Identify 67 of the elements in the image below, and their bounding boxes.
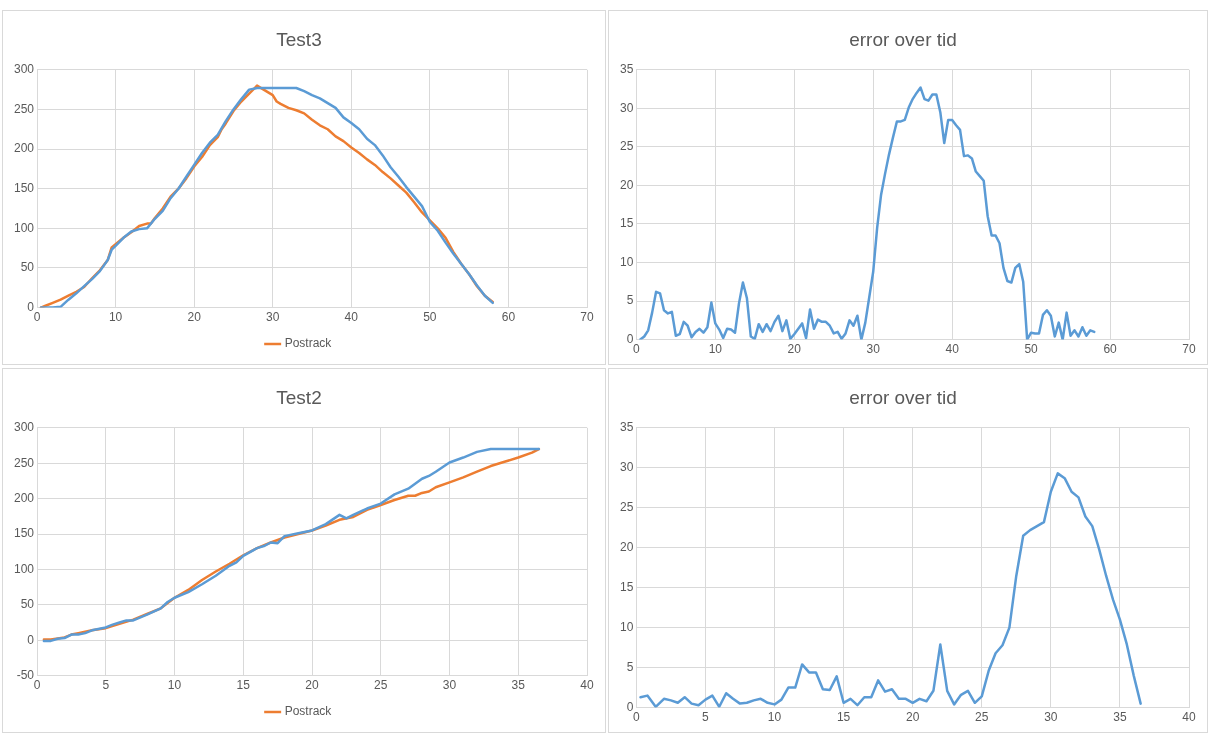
y-tick-label: 150 — [13, 181, 35, 196]
y-tick-label: 20 — [619, 177, 634, 192]
x-tick-label: 30 — [866, 342, 881, 357]
y-tick-label: 200 — [13, 141, 35, 156]
y-tick-label: 200 — [13, 490, 35, 505]
y-tick-label: 35 — [619, 62, 634, 77]
y-tick-label: 10 — [619, 619, 634, 634]
y-tick-label: 50 — [20, 597, 35, 612]
legend-label: Postrack — [284, 704, 333, 719]
y-tick-label: 25 — [619, 500, 634, 515]
y-tick-label: 150 — [13, 526, 35, 541]
y-tick-label: 0 — [27, 299, 35, 314]
y-tick-label: 300 — [13, 62, 35, 77]
x-tick-label: 70 — [580, 310, 594, 325]
x-tick-label: 5 — [102, 678, 110, 693]
y-tick-label: 30 — [619, 100, 634, 115]
y-tick-label: 15 — [619, 216, 634, 231]
x-tick-label: 30 — [266, 310, 280, 325]
y-tick-label: 20 — [619, 540, 634, 555]
x-tick-label: 50 — [423, 310, 437, 325]
y-tick-label: 5 — [626, 293, 634, 308]
x-tick-label: 10 — [767, 710, 782, 725]
x-tick-label: 10 — [708, 342, 723, 357]
x-tick-label: 10 — [108, 310, 123, 325]
x-tick-label: 20 — [187, 310, 202, 325]
x-tick-label: 40 — [1182, 710, 1196, 725]
chart-title: error over tid — [849, 386, 957, 408]
y-tick-label: 5 — [626, 659, 634, 674]
y-tick-label: 0 — [27, 632, 35, 647]
x-tick-label: 40 — [945, 342, 960, 357]
x-tick-label: 10 — [167, 678, 182, 693]
y-tick-label: 100 — [13, 561, 35, 576]
y-tick-label: 0 — [626, 331, 634, 346]
x-tick-label: 35 — [511, 678, 526, 693]
y-tick-label: -50 — [16, 667, 35, 682]
chart-title: Test3 — [276, 28, 322, 50]
x-tick-label: 70 — [1182, 342, 1196, 357]
x-tick-label: 25 — [374, 678, 388, 693]
x-tick-label: 30 — [442, 678, 457, 693]
x-tick-label: 60 — [1103, 342, 1118, 357]
x-tick-label: 35 — [1113, 710, 1127, 725]
x-tick-label: 20 — [305, 678, 319, 693]
y-tick-label: 10 — [619, 254, 634, 269]
x-tick-label: 40 — [580, 678, 594, 693]
y-tick-label: 100 — [13, 220, 35, 235]
y-tick-label: 0 — [626, 699, 634, 714]
legend-label: Postrack — [284, 336, 333, 351]
chart-title: Test2 — [276, 386, 322, 408]
chart-title: error over tid — [849, 28, 957, 50]
x-tick-label: 20 — [905, 710, 920, 725]
y-tick-label: 250 — [13, 101, 35, 116]
y-tick-label: 15 — [619, 580, 634, 594]
y-tick-label: 25 — [619, 139, 634, 154]
y-tick-label: 35 — [619, 420, 634, 435]
x-tick-label: 5 — [702, 710, 710, 725]
x-tick-label: 60 — [501, 310, 516, 325]
y-tick-label: 300 — [13, 420, 35, 435]
x-tick-label: 15 — [836, 710, 851, 725]
x-tick-label: 25 — [975, 710, 989, 725]
x-tick-label: 50 — [1024, 342, 1039, 357]
x-tick-label: 20 — [787, 342, 802, 357]
x-tick-label: 30 — [1044, 710, 1058, 725]
y-tick-label: 30 — [619, 460, 634, 475]
y-tick-label: 250 — [13, 455, 35, 470]
x-tick-label: 15 — [236, 678, 251, 693]
x-tick-label: 40 — [344, 310, 359, 325]
y-tick-label: 50 — [20, 260, 35, 275]
